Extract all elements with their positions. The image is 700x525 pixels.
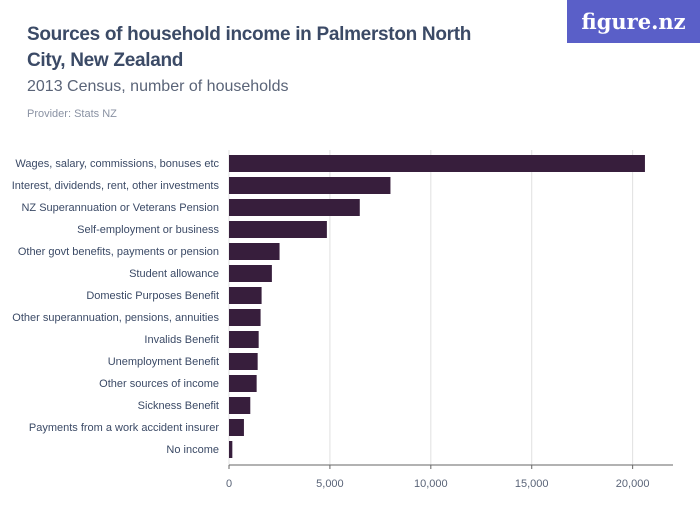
bar bbox=[229, 419, 244, 436]
bar bbox=[229, 243, 280, 260]
category-label: Domestic Purposes Benefit bbox=[86, 290, 219, 302]
category-label: Invalids Benefit bbox=[144, 334, 219, 346]
x-tick-label: 10,000 bbox=[414, 478, 448, 490]
bar bbox=[229, 331, 259, 348]
x-tick-label: 0 bbox=[226, 478, 232, 490]
category-label: NZ Superannuation or Veterans Pension bbox=[21, 202, 219, 214]
category-label: Wages, salary, commissions, bonuses etc bbox=[15, 158, 219, 170]
bar bbox=[229, 375, 257, 392]
chart-title: Sources of household income in Palmersto… bbox=[27, 24, 472, 71]
figure-nz-logo[interactable]: figure.nz bbox=[567, 0, 700, 43]
category-label: Self-employment or business bbox=[77, 224, 219, 236]
bar bbox=[229, 287, 262, 304]
bar bbox=[229, 199, 360, 216]
bar bbox=[229, 309, 261, 326]
chart-subtitle: 2013 Census, number of households bbox=[27, 78, 289, 95]
bar bbox=[229, 155, 645, 172]
category-label: Unemployment Benefit bbox=[108, 356, 219, 368]
category-label: Sickness Benefit bbox=[138, 400, 219, 412]
provider-label: Provider: Stats NZ bbox=[27, 108, 117, 120]
category-label: Student allowance bbox=[129, 268, 219, 280]
bar bbox=[229, 353, 258, 370]
category-label: Other govt benefits, payments or pension bbox=[18, 246, 219, 258]
bar bbox=[229, 441, 233, 458]
category-label: Other sources of income bbox=[99, 378, 219, 390]
bar bbox=[229, 397, 251, 414]
bar bbox=[229, 177, 391, 194]
x-tick-label: 5,000 bbox=[316, 478, 344, 490]
category-label: Payments from a work accident insurer bbox=[29, 422, 219, 434]
bar bbox=[229, 265, 272, 282]
x-tick-label: 20,000 bbox=[616, 478, 650, 490]
x-tick-label: 15,000 bbox=[515, 478, 549, 490]
category-label: No income bbox=[166, 444, 219, 456]
bar bbox=[229, 221, 327, 238]
category-label: Other superannuation, pensions, annuitie… bbox=[12, 312, 219, 324]
category-label: Interest, dividends, rent, other investm… bbox=[12, 180, 220, 192]
